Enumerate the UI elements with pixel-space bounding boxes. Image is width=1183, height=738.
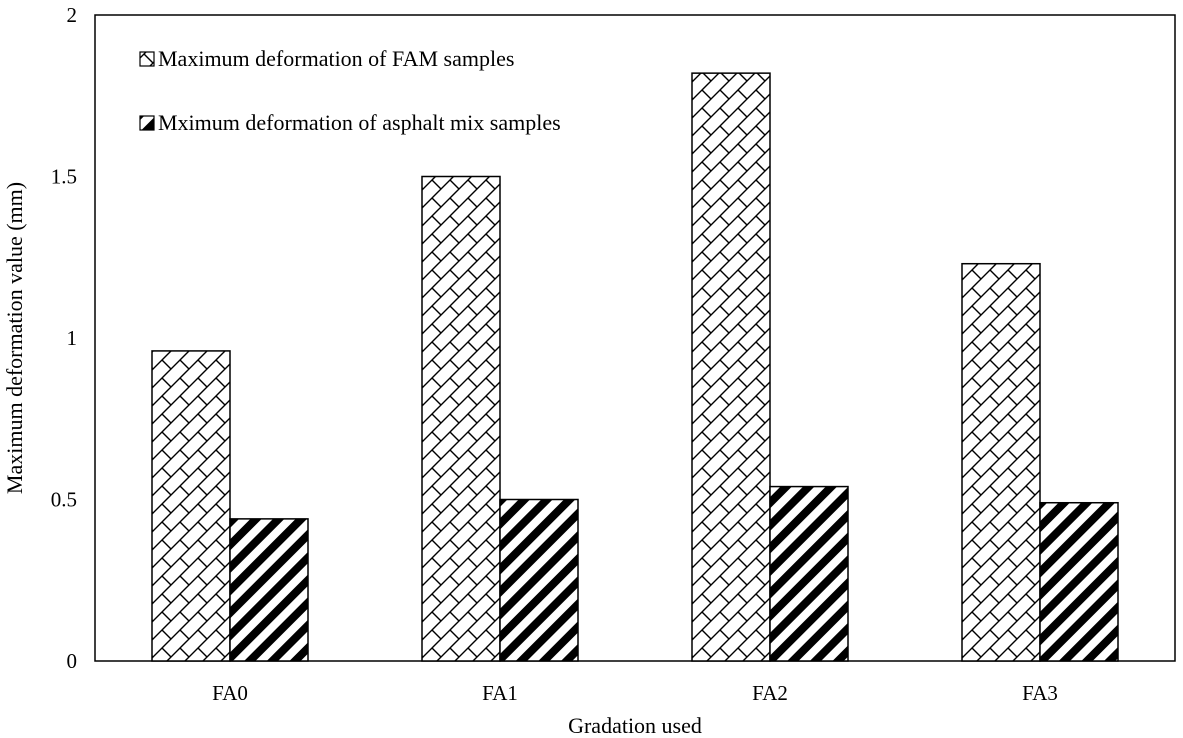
x-tick-label: FA0: [212, 681, 248, 705]
x-tick-label: FA3: [1022, 681, 1058, 705]
y-tick-label: 2: [67, 3, 78, 27]
bar-asphalt-mix: [769, 485, 849, 662]
bar-fam: [691, 72, 771, 662]
y-tick-label: 0: [67, 649, 78, 673]
y-axis-ticks: 0 0.5 1 1.5 2: [51, 3, 77, 673]
x-axis-ticks: FA0 FA1 FA2 FA3: [212, 681, 1058, 705]
y-tick-label: 0.5: [51, 488, 77, 512]
legend-swatch-mix: [139, 115, 155, 131]
x-tick-label: FA1: [482, 681, 518, 705]
legend-label-mix: Mximum deformation of asphalt mix sample…: [158, 110, 561, 135]
y-axis-title: Maximum deformation value (mm): [2, 182, 27, 494]
bar-fam: [421, 175, 501, 662]
bar-fam: [961, 262, 1041, 662]
plot-area-frame: [94, 14, 1176, 662]
legend-label-fam: Maximum deformation of FAM samples: [158, 46, 514, 71]
legend: Maximum deformation of FAM samples Mximu…: [139, 46, 561, 135]
bar-asphalt-mix: [1039, 501, 1119, 662]
y-tick-label: 1.5: [51, 165, 77, 189]
bar-asphalt-mix: [499, 498, 579, 662]
bar-fam: [151, 350, 231, 662]
bars-group: [151, 72, 1119, 662]
y-tick-label: 1: [67, 326, 78, 350]
x-tick-label: FA2: [752, 681, 788, 705]
legend-swatch-fam: [139, 51, 155, 67]
bar-asphalt-mix: [229, 518, 309, 662]
x-axis-title: Gradation used: [568, 713, 702, 738]
